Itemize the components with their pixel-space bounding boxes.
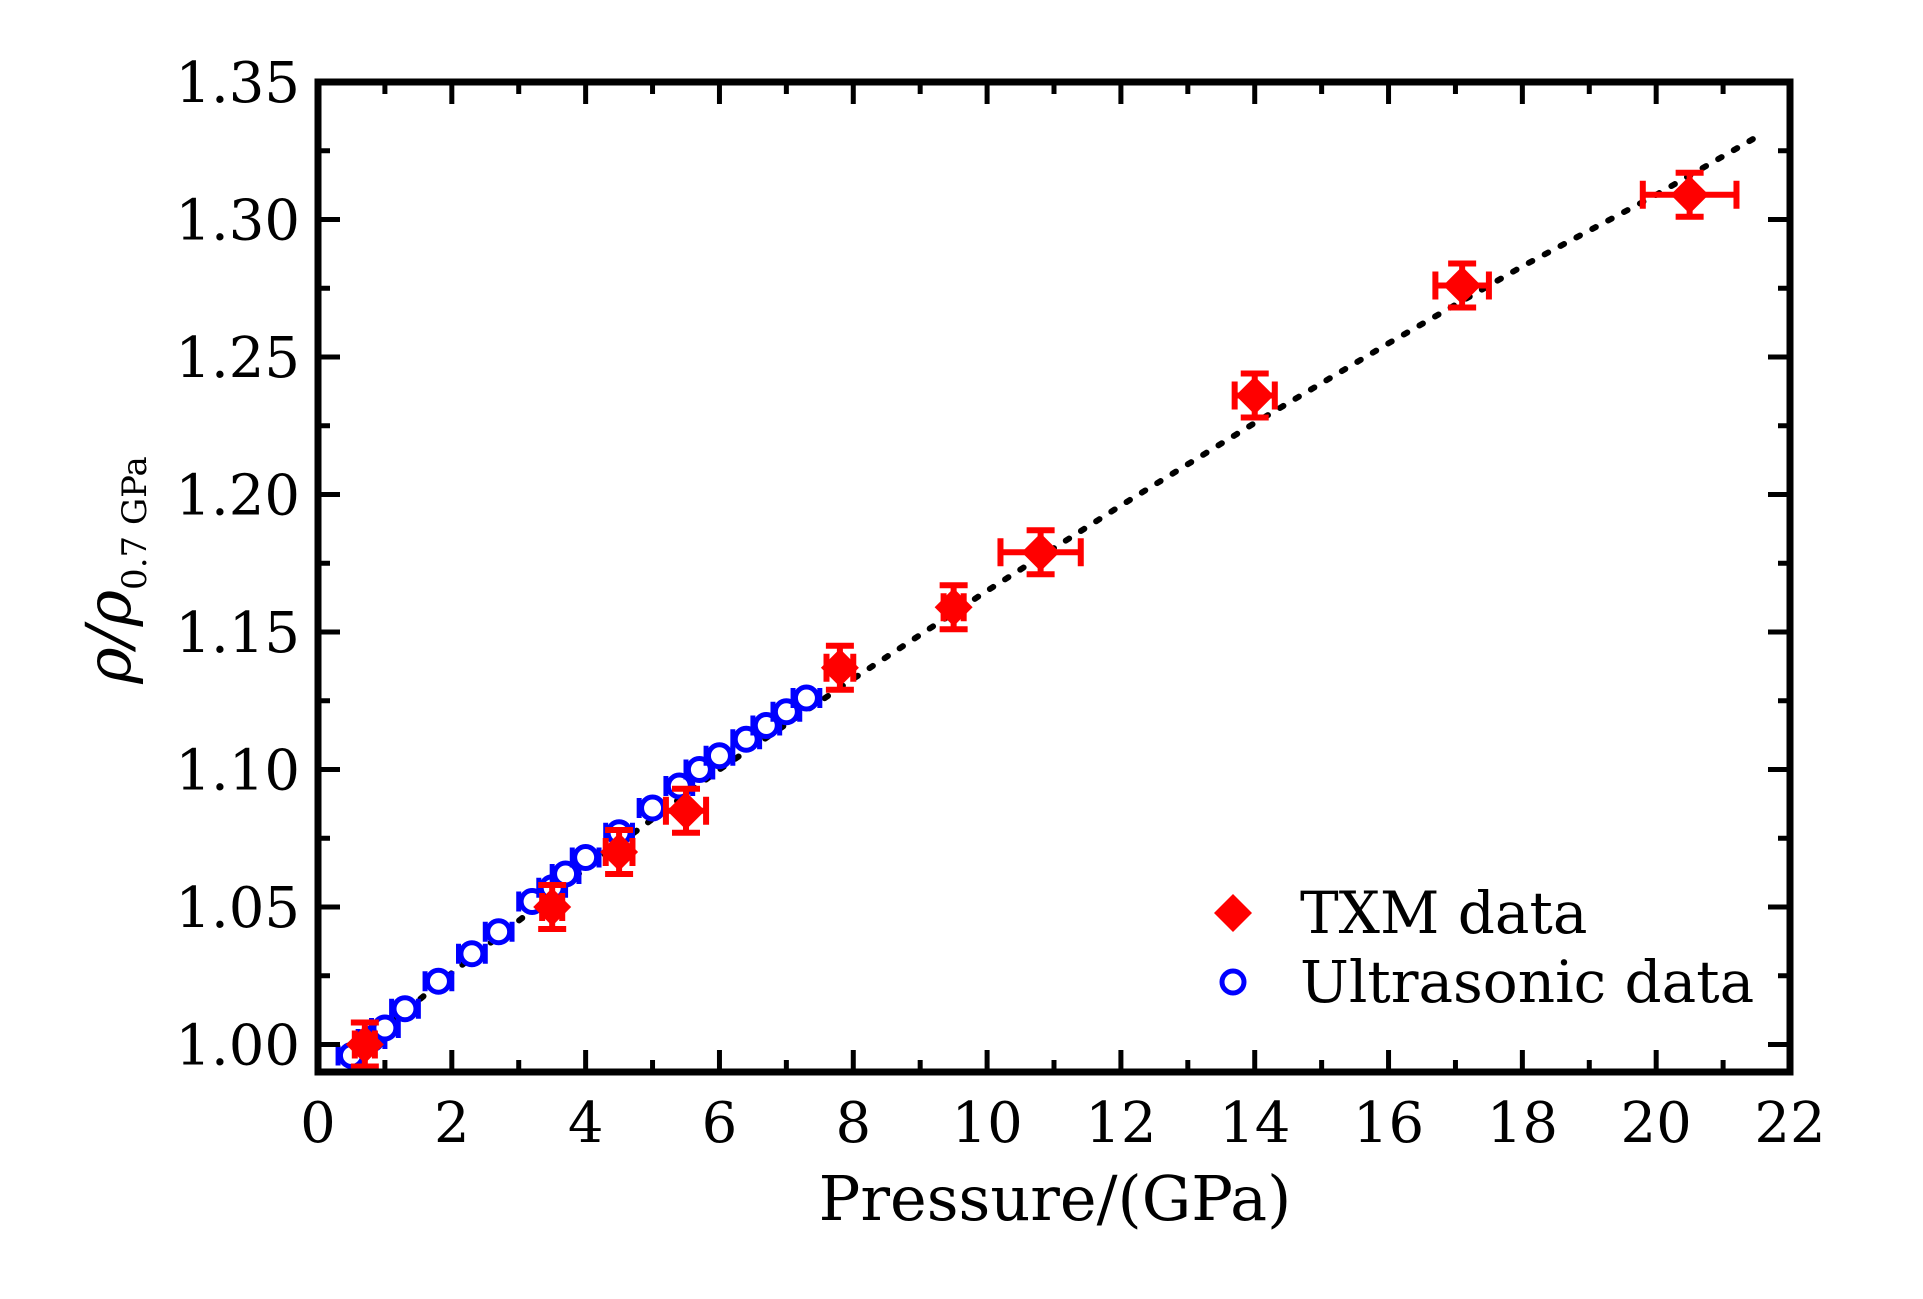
txm-marker: [345, 1025, 384, 1064]
y-axis-title-main: ρ/ρ: [72, 590, 145, 685]
ultrasonic-point: [750, 712, 783, 739]
txm-marker: [934, 588, 973, 627]
legend-label-txm: TXM data: [1300, 879, 1587, 947]
txm-marker: [1443, 266, 1482, 305]
ultrasonic-marker: [572, 844, 600, 871]
y-tick-label: 1.35: [175, 51, 300, 116]
txm-point: [662, 785, 710, 836]
txm-point: [1231, 370, 1278, 421]
x-tick-label: 22: [1754, 1091, 1825, 1156]
x-tick-label: 6: [702, 1091, 738, 1156]
y-tick-label: 1.25: [175, 326, 300, 391]
ultrasonic-point: [703, 742, 736, 770]
x-tick-label: 4: [568, 1091, 604, 1156]
x-tick-label: 0: [300, 1091, 336, 1156]
x-tick-label: 18: [1487, 1091, 1558, 1156]
y-tick-label: 1.30: [175, 189, 300, 254]
x-tick-label: 8: [835, 1091, 871, 1156]
txm-point: [820, 642, 859, 693]
axes: 0 2 4 6 8 10 12 14 16 18 20 22 1.00 1.05 1.10 1.15 1.20 1…: [175, 51, 1825, 1156]
ultrasonic-marker: [391, 995, 419, 1023]
ultrasonic-marker: [485, 918, 513, 946]
x-tick-label: 16: [1353, 1091, 1424, 1156]
y-tick-label: 1.00: [175, 1014, 300, 1079]
txm-marker: [1235, 376, 1274, 415]
y-tick-label: 1.15: [175, 601, 300, 666]
x-tick-label: 10: [951, 1091, 1022, 1156]
y-tick-label: 1.10: [175, 739, 300, 804]
txm-point: [345, 1019, 384, 1070]
ultrasonic-marker: [424, 967, 452, 995]
legend-label-ultrasonic: Ultrasonic data: [1300, 948, 1754, 1016]
ultrasonic-point: [456, 940, 488, 968]
plot-area: [335, 134, 1760, 1070]
txm-point: [997, 527, 1084, 578]
y-axis-title-subscript: 0.7 GPa: [115, 456, 155, 590]
ultrasonic-marker: [705, 742, 733, 770]
ultrasonic-marker: [792, 684, 820, 712]
txm-point: [1432, 260, 1492, 311]
ultrasonic-point: [636, 794, 669, 822]
ultrasonic-point: [549, 860, 582, 888]
txm-marker: [1021, 533, 1060, 572]
ultrasonic-point: [422, 967, 455, 995]
txm-marker: [600, 833, 639, 871]
ultrasonic-marker: [371, 1014, 399, 1042]
ultrasonic-point: [389, 995, 421, 1023]
legend-item-txm: TXM data: [1214, 879, 1587, 947]
txm-marker: [820, 648, 859, 687]
txm-point: [600, 827, 639, 877]
x-tick-label: 14: [1219, 1091, 1290, 1156]
txm-point: [1639, 169, 1740, 220]
ultrasonic-marker: [639, 794, 667, 822]
ultrasonic-marker: [458, 940, 486, 968]
ultrasonic-point: [569, 844, 602, 871]
ultrasonic-point: [790, 684, 823, 712]
y-tick-label: 1.20: [175, 464, 300, 529]
txm-point: [934, 582, 973, 633]
x-tick-label: 12: [1085, 1091, 1156, 1156]
x-tick-label: 20: [1621, 1091, 1692, 1156]
x-tick-label: 2: [434, 1091, 470, 1156]
legend-item-ultrasonic: Ultrasonic data: [1219, 948, 1754, 1016]
y-axis-title: ρ/ρ0.7 GPa: [72, 456, 155, 684]
ultrasonic-point: [482, 918, 515, 946]
legend-marker-txm: [1214, 894, 1252, 932]
legend-marker-ultrasonic: [1219, 968, 1247, 996]
x-axis-title: Pressure/(GPa): [819, 1162, 1292, 1235]
txm-point: [533, 882, 572, 932]
txm-marker: [667, 791, 705, 830]
txm-marker: [1670, 175, 1709, 214]
txm-marker: [533, 888, 572, 926]
y-tick-label: 1.05: [175, 876, 300, 941]
